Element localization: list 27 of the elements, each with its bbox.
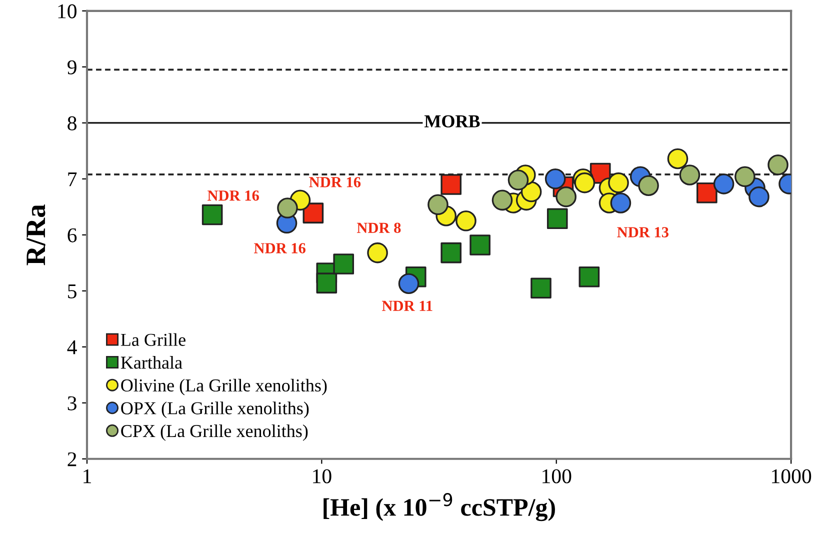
y-tick-label: 3 xyxy=(68,396,76,410)
y-axis-title: R/Ra xyxy=(26,204,46,266)
y-tick-label: 5 xyxy=(68,284,76,298)
y-tick-label: 8 xyxy=(68,116,76,130)
legend-label: Karthala xyxy=(120,356,182,369)
legend-label: La Grille xyxy=(120,333,186,346)
annotation: NDR 8 xyxy=(356,222,401,234)
y-tick-label: 10 xyxy=(58,4,76,18)
annotation: NDR 16 xyxy=(208,190,259,201)
y-tick-label: 2 xyxy=(68,452,76,466)
x-tick-label: 100 xyxy=(542,469,572,484)
annotation: NDR 16 xyxy=(254,243,306,254)
x-tick-label: 10 xyxy=(313,469,332,484)
legend-label: OPX (La Grille xenoliths) xyxy=(121,402,309,418)
annotation: NDR 11 xyxy=(382,300,432,311)
legend-label: Olivine (La Grille xenoliths) xyxy=(121,378,327,396)
ref-line-label: MORB xyxy=(424,115,480,128)
legend-label: CPX (La Grille xenoliths) xyxy=(121,424,308,441)
y-tick-label: 4 xyxy=(67,340,77,354)
annotation: NDR 13 xyxy=(617,227,668,238)
y-tick-label: 9 xyxy=(68,60,76,74)
x-axis-title: [He] (x 10$^{−9}$ ccSTP/g) xyxy=(324,493,555,522)
x-tick-label: 1 xyxy=(84,469,91,484)
y-tick-label: 6 xyxy=(68,228,77,242)
annotation: NDR 16 xyxy=(309,177,361,188)
y-tick-label: 7 xyxy=(68,172,77,186)
x-tick-label: 1000 xyxy=(772,469,812,484)
